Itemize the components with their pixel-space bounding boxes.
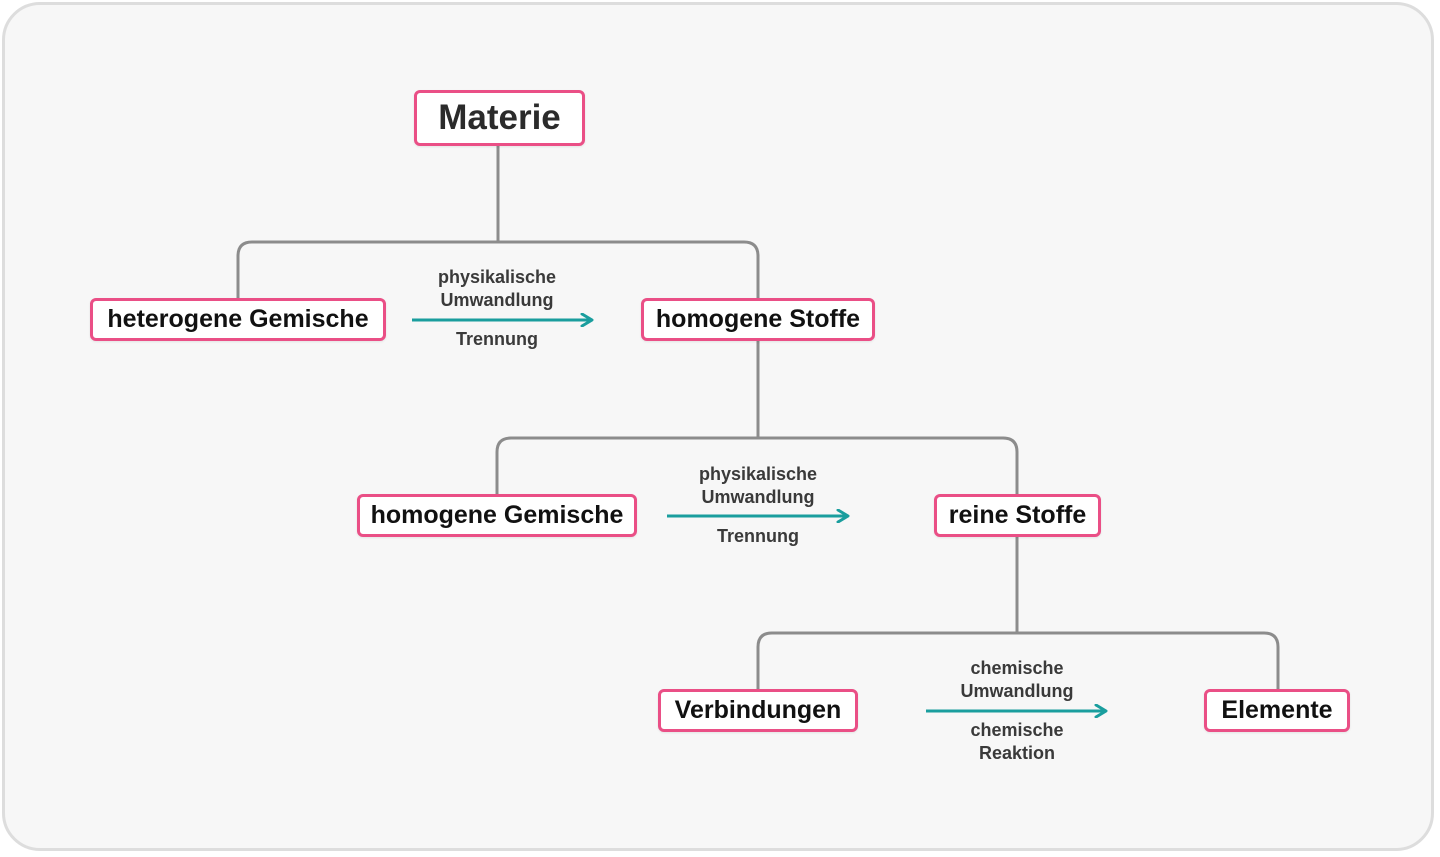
node-reine-stoffe: reine Stoffe xyxy=(934,494,1101,537)
arrow-2-top-label: physikalische Umwandlung xyxy=(698,464,818,507)
node-elemente: Elemente xyxy=(1204,689,1350,732)
connector-level1-bracket xyxy=(236,240,760,298)
node-homogene-stoffe: homogene Stoffe xyxy=(641,298,875,341)
arrow-1-bottom-label: Trennung xyxy=(456,329,538,349)
connector-level3-bracket xyxy=(756,631,1280,689)
node-materie: Materie xyxy=(414,90,585,146)
arrow-1-top-label: physikalische Umwandlung xyxy=(437,267,557,310)
arrow-2-bottom-label: Trennung xyxy=(717,526,799,546)
node-verbindungen: Verbindungen xyxy=(658,689,858,732)
node-homogene-gemische: homogene Gemische xyxy=(357,494,637,537)
arrow-3-top-label: chemische Umwandlung xyxy=(960,658,1074,701)
connector-level2-bracket xyxy=(495,436,1019,494)
node-heterogene-gemische: heterogene Gemische xyxy=(90,298,386,341)
arrow-3-bottom-label: chemische Reaktion xyxy=(970,720,1064,763)
